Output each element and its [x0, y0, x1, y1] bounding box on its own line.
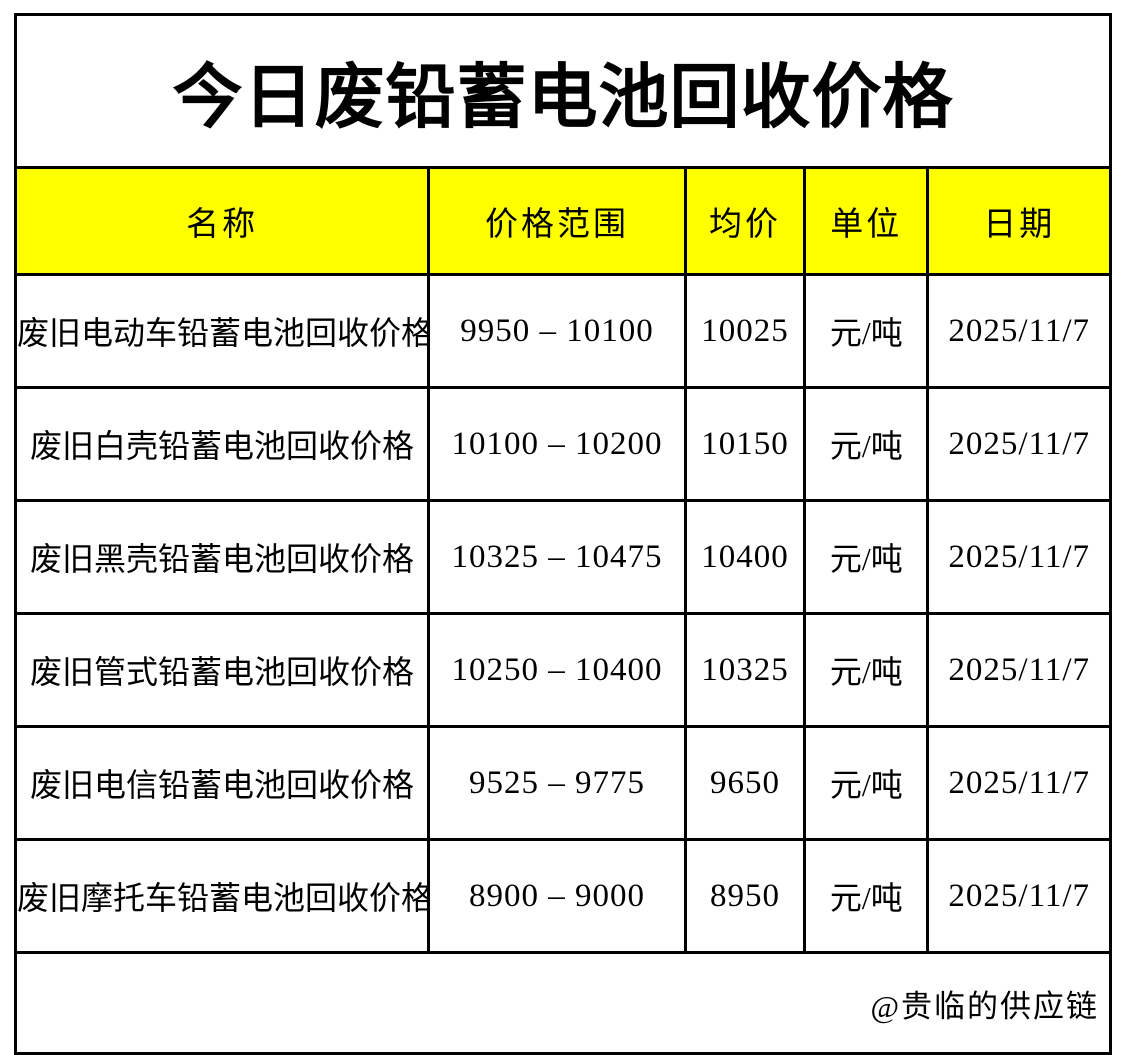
cell-range: 10250 – 10400	[427, 612, 687, 728]
table-row: 废旧电动车铅蓄电池回收价格 9950 – 10100 10025 元/吨 202…	[13, 273, 1112, 389]
cell-range: 9525 – 9775	[427, 725, 687, 841]
cell-date: 2025/11/7	[926, 612, 1112, 728]
cell-date: 2025/11/7	[926, 725, 1112, 841]
cell-name: 废旧管式铅蓄电池回收价格	[13, 612, 431, 728]
column-header-unit: 单位	[803, 166, 930, 276]
column-header-date: 日期	[926, 166, 1112, 276]
cell-range: 9950 – 10100	[427, 273, 687, 389]
table-row: 废旧摩托车铅蓄电池回收价格 8900 – 9000 8950 元/吨 2025/…	[13, 838, 1112, 954]
cell-range: 10100 – 10200	[427, 386, 687, 502]
column-header-avg: 均价	[683, 166, 807, 276]
cell-avg: 10400	[683, 499, 807, 615]
cell-unit: 元/吨	[803, 499, 930, 615]
cell-unit: 元/吨	[803, 273, 930, 389]
battery-price-table: 今日废铅蓄电池回收价格 名称 价格范围 均价 单位 日期 废旧电动车铅蓄电池回收…	[13, 13, 1112, 1055]
cell-date: 2025/11/7	[926, 499, 1112, 615]
cell-unit: 元/吨	[803, 386, 930, 502]
table-row: 废旧管式铅蓄电池回收价格 10250 – 10400 10325 元/吨 202…	[13, 612, 1112, 728]
column-header-name: 名称	[13, 166, 431, 276]
cell-date: 2025/11/7	[926, 273, 1112, 389]
cell-date: 2025/11/7	[926, 386, 1112, 502]
cell-name: 废旧黑壳铅蓄电池回收价格	[13, 499, 431, 615]
title-row: 今日废铅蓄电池回收价格	[14, 13, 1112, 169]
cell-name: 废旧电信铅蓄电池回收价格	[13, 725, 431, 841]
cell-unit: 元/吨	[803, 838, 930, 954]
cell-avg: 10325	[683, 612, 807, 728]
cell-avg: 10150	[683, 386, 807, 502]
column-header-range: 价格范围	[427, 166, 687, 276]
page-title: 今日废铅蓄电池回收价格	[14, 13, 1112, 169]
table-header-row: 名称 价格范围 均价 单位 日期	[13, 166, 1112, 276]
cell-name: 废旧摩托车铅蓄电池回收价格	[13, 838, 431, 954]
cell-unit: 元/吨	[803, 612, 930, 728]
table-row: 废旧黑壳铅蓄电池回收价格 10325 – 10475 10400 元/吨 202…	[13, 499, 1112, 615]
table-row: 废旧白壳铅蓄电池回收价格 10100 – 10200 10150 元/吨 202…	[13, 386, 1112, 502]
cell-range: 10325 – 10475	[427, 499, 687, 615]
cell-name: 废旧白壳铅蓄电池回收价格	[13, 386, 431, 502]
cell-avg: 10025	[683, 273, 807, 389]
table-row: 废旧电信铅蓄电池回收价格 9525 – 9775 9650 元/吨 2025/1…	[13, 725, 1112, 841]
credit-text: @贵临的供应链	[14, 951, 1112, 1055]
cell-avg: 8950	[683, 838, 807, 954]
footer-row: @贵临的供应链	[14, 951, 1112, 1055]
price-sheet: 今日废铅蓄电池回收价格 名称 价格范围 均价 单位 日期 废旧电动车铅蓄电池回收…	[13, 13, 1112, 1055]
cell-unit: 元/吨	[803, 725, 930, 841]
cell-range: 8900 – 9000	[427, 838, 687, 954]
cell-name: 废旧电动车铅蓄电池回收价格	[13, 273, 431, 389]
cell-avg: 9650	[683, 725, 807, 841]
cell-date: 2025/11/7	[926, 838, 1112, 954]
